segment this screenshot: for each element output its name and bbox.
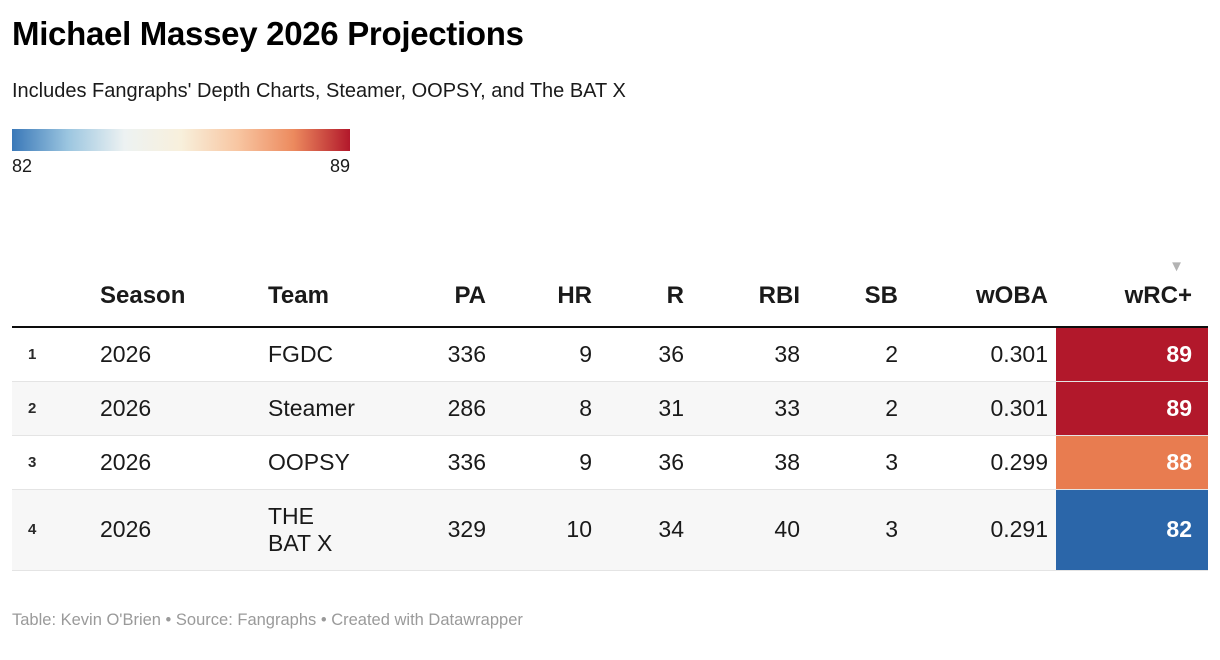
table-row: 3 2026 OOPSY 336 9 36 38 3 0.299 88	[12, 435, 1208, 490]
projections-table: Season Team PA HR R RBI SB wOBA ▼ wRC+ 1…	[12, 232, 1208, 571]
woba-cell: 0.299	[990, 448, 1048, 475]
column-header-hr[interactable]: HR	[494, 232, 600, 328]
table-header-row: Season Team PA HR R RBI SB wOBA ▼ wRC+	[12, 232, 1208, 328]
legend-max-label: 89	[329, 155, 350, 176]
datawrapper-table-page: Michael Massey 2026 Projections Includes…	[12, 15, 1208, 629]
hr-cell: 9	[579, 340, 592, 367]
legend-min-label: 82	[12, 155, 33, 176]
team-cell: FGDC	[268, 340, 334, 367]
season-cell: 2026	[100, 394, 152, 421]
hr-cell: 10	[566, 516, 592, 543]
row-number: 4	[28, 521, 37, 539]
table-row: 1 2026 FGDC 336 9 36 38 2 0.301 89	[12, 326, 1208, 382]
woba-cell: 0.301	[990, 394, 1048, 421]
team-cell: OOPSY	[268, 448, 350, 475]
legend-labels: 82 89	[12, 156, 350, 177]
legend-gradient	[12, 128, 350, 151]
rbi-cell: 38	[774, 448, 800, 475]
wrc-cell: 89	[1056, 326, 1208, 382]
column-header-sb[interactable]: SB	[808, 232, 906, 328]
sb-cell: 2	[885, 394, 898, 421]
rbi-cell: 33	[774, 394, 800, 421]
column-header-index	[12, 232, 100, 328]
pa-cell: 286	[447, 394, 486, 421]
row-number: 1	[28, 345, 37, 363]
column-header-pa[interactable]: PA	[396, 232, 494, 328]
footer-credit: Table: Kevin O'Brien • Source: Fangraphs…	[12, 610, 523, 629]
rbi-cell: 40	[774, 516, 800, 543]
column-header-wrc-label: wRC+	[1124, 281, 1192, 309]
season-cell: 2026	[100, 340, 152, 367]
pa-cell: 336	[447, 448, 486, 475]
season-cell: 2026	[100, 516, 152, 543]
row-number: 3	[28, 453, 37, 471]
pa-cell: 336	[447, 340, 486, 367]
page-subtitle: Includes Fangraphs' Depth Charts, Steame…	[12, 79, 626, 102]
wrc-cell: 89	[1056, 381, 1208, 436]
column-header-r[interactable]: R	[600, 232, 692, 328]
hr-cell: 9	[579, 448, 592, 475]
wrc-cell: 88	[1056, 435, 1208, 490]
column-header-wrc[interactable]: ▼ wRC+	[1056, 232, 1208, 328]
sb-cell: 3	[885, 448, 898, 475]
page-title: Michael Massey 2026 Projections	[12, 15, 524, 52]
rbi-cell: 38	[774, 340, 800, 367]
column-header-team[interactable]: Team	[268, 232, 396, 328]
column-header-rbi[interactable]: RBI	[692, 232, 808, 328]
column-header-woba[interactable]: wOBA	[906, 232, 1056, 328]
r-cell: 34	[658, 516, 684, 543]
table-row: 4 2026 THE BAT X 329 10 34 40 3 0.291 82	[12, 489, 1208, 571]
pa-cell: 329	[447, 516, 486, 543]
hr-cell: 8	[579, 394, 592, 421]
sb-cell: 2	[885, 340, 898, 367]
woba-cell: 0.291	[990, 516, 1048, 543]
table-row: 2 2026 Steamer 286 8 31 33 2 0.301 89	[12, 381, 1208, 436]
column-header-season[interactable]: Season	[100, 232, 268, 328]
sb-cell: 3	[885, 516, 898, 543]
team-cell: Steamer	[268, 394, 355, 421]
team-cell: THE BAT X	[268, 502, 333, 556]
r-cell: 36	[658, 340, 684, 367]
r-cell: 31	[658, 394, 684, 421]
woba-cell: 0.301	[990, 340, 1048, 367]
row-number: 2	[28, 399, 37, 417]
r-cell: 36	[658, 448, 684, 475]
color-scale-legend: 82 89	[12, 128, 350, 177]
season-cell: 2026	[100, 448, 152, 475]
sort-descending-icon: ▼	[1169, 257, 1184, 275]
wrc-cell: 82	[1056, 489, 1208, 571]
